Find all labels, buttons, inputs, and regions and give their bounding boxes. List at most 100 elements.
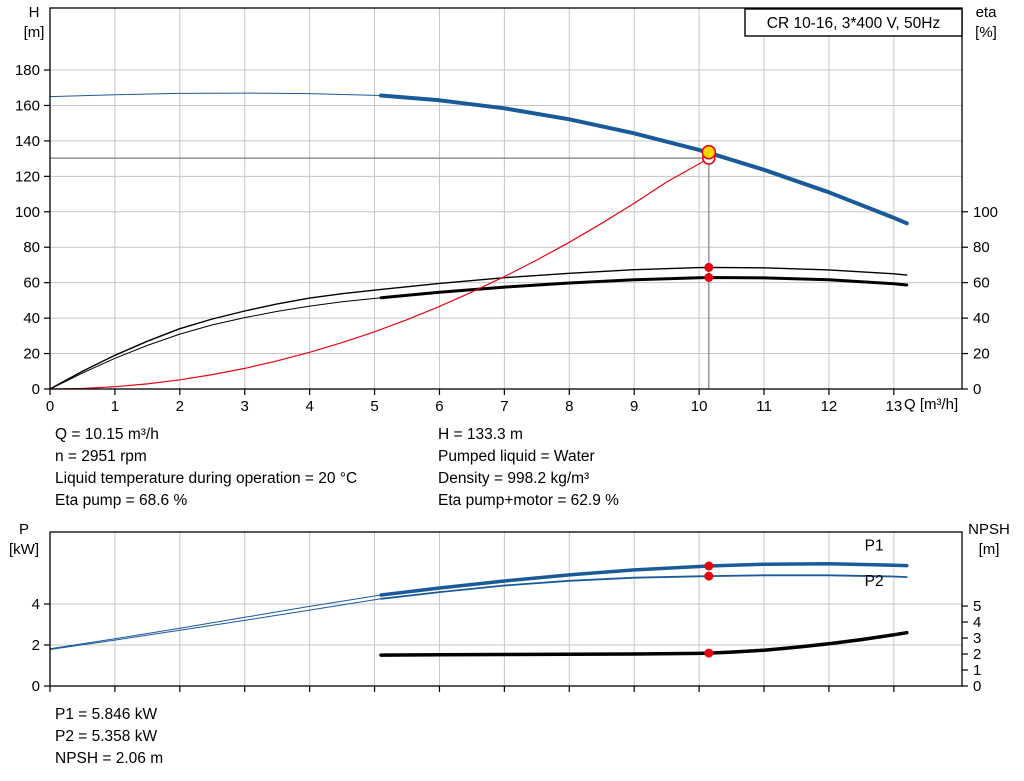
plot-frame [49,7,963,390]
p1-curve-extension [49,594,382,650]
y-left-tick-label: 20 [23,346,40,363]
series-label-p2: P2 [865,573,884,590]
pump-curve-extension [49,92,382,98]
grid-lines [50,8,962,389]
pump-title: CR 10-16, 3*400 V, 50Hz [767,15,940,32]
axis-ticks [44,69,968,395]
p1-curve [379,562,909,597]
x-tick-label: 2 [176,398,184,415]
y-axis-title-eta-unit: [%] [975,24,997,41]
duty-dot [704,648,714,658]
duty-info-right-3: Eta pump+motor = 62.9 % [438,492,619,509]
y-left-tick-label: 40 [23,310,40,327]
x-tick-label: 11 [756,398,772,415]
duty-info-left-2: Liquid temperature during operation = 20… [55,470,358,487]
y-axis-title-power-unit: [kW] [9,541,39,558]
y-left-tick-label: 160 [15,97,40,114]
y-right-tick-label: 5 [973,598,981,615]
x-tick-label: 4 [305,398,313,415]
y-right-tick-label: 2 [973,646,981,663]
y-right-tick-label: 0 [973,678,981,695]
duty-point-marker[interactable] [701,144,717,160]
duty-dot [704,262,714,272]
y-left-tick-label: 2 [32,637,40,654]
y-axis-title-npsh-symbol: NPSH [968,521,1010,538]
y-left-tick-label: 0 [32,381,40,398]
duty-annotations: Q = 10.15 m³/h H = 133.3 m n = 2951 rpm Pum… [55,424,619,512]
duty-info-row: Liquid temperature during operation = 20… [55,468,619,490]
duty-info-right-2: Density = 998.2 kg/m³ [438,470,590,487]
y-left-tick-label: 120 [15,168,40,185]
y-left-tick-label: 0 [32,678,40,695]
duty-info-left-0: Q = 10.15 m³/h [55,426,159,443]
x-tick-label: 1 [111,398,119,415]
p2-curve-extension [49,598,382,650]
axis-ticks [44,603,968,692]
y-right-tick-label: 4 [973,614,981,631]
system-curve [49,157,710,390]
x-tick-label: 7 [500,398,508,415]
y-left-tick-label: 60 [23,275,40,292]
eta-pump-motor-curve [379,276,909,300]
pump-curve [379,93,909,226]
duty-dot [704,273,714,282]
duty-info-row: Eta pump = 68.6 % Eta pump+motor = 62.9 % [55,490,619,512]
grid-lines [50,532,962,686]
x-tick-label: 13 [885,398,902,415]
power-info-1: P2 = 5.358 kW [55,728,158,745]
p2-curve [380,574,908,600]
duty-info-row: Q = 10.15 m³/h H = 133.3 m [55,424,619,446]
y-axis-title-power-symbol: P [18,521,29,538]
duty-dot [704,571,714,581]
y-right-tick-label: 80 [973,239,990,256]
x-tick-label: 6 [435,398,443,415]
y-right-tick-label: 0 [973,381,981,398]
pump-title-box-frame [744,8,963,37]
pump-title-box: CR 10-16, 3*400 V, 50Hz [744,8,963,37]
y-right-tick-label: 100 [973,204,998,221]
eta-pump-motor-extension [49,297,382,390]
power-info-2: NPSH = 2.06 m [55,750,164,767]
power-annotations: P1 = 5.846 kW P2 = 5.358 kW NPSH = 2.06 m [55,704,163,770]
y-right-tick-label: 20 [973,346,990,363]
eta-pump-curve [49,266,908,390]
y-right-tick-label: 1 [973,662,981,679]
y-axis-title-npsh: NPSH [m] [960,520,1018,560]
x-tick-label: 0 [46,398,54,415]
y-axis-title-head-unit: [m] [23,24,45,41]
y-left-tick-label: 100 [15,204,40,221]
y-axis-title-eta: eta [%] [964,3,1008,43]
x-tick-label: 3 [241,398,249,415]
y-right-tick-label: 60 [973,275,990,292]
y-axis-title-power: P [kW] [4,520,44,560]
duty-info-right-0: H = 133.3 m [438,426,523,443]
y-axis-title-eta-symbol: eta [975,4,997,21]
x-tick-label: 10 [691,398,708,415]
plot-frame [49,531,963,687]
y-left-tick-label: 180 [15,62,40,79]
power-info-0: P1 = 5.846 kW [55,706,158,723]
duty-dot [704,561,714,571]
duty-info-left-1: n = 2951 rpm [55,448,147,465]
x-axis-title-flow: Q [m³/h] [904,396,959,413]
x-tick-label: 9 [630,398,638,415]
y-axis-title-head-symbol: H [28,4,40,21]
y-right-tick-label: 3 [973,630,981,647]
duty-info-row: n = 2951 rpm Pumped liquid = Water [55,446,619,468]
x-tick-label: 12 [821,398,838,415]
y-axis-title-npsh-unit: [m] [978,541,1000,558]
y-right-tick-label: 40 [973,310,990,327]
duty-info-left-3: Eta pump = 68.6 % [55,492,188,509]
y-left-tick-label: 140 [15,133,40,150]
y-left-tick-label: 80 [23,239,40,256]
npsh-curve [379,630,909,657]
x-tick-label: 5 [370,398,378,415]
series-label-p1: P1 [865,538,884,555]
x-tick-label: 8 [565,398,573,415]
duty-info-right-1: Pumped liquid = Water [438,448,595,465]
